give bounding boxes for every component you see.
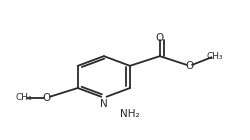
Text: CH₃: CH₃ — [16, 93, 32, 102]
Text: CH₃: CH₃ — [206, 52, 223, 61]
Text: NH₂: NH₂ — [120, 109, 140, 119]
Text: O: O — [42, 93, 51, 103]
Text: N: N — [100, 99, 108, 109]
Text: O: O — [156, 33, 164, 43]
Text: O: O — [186, 61, 194, 71]
